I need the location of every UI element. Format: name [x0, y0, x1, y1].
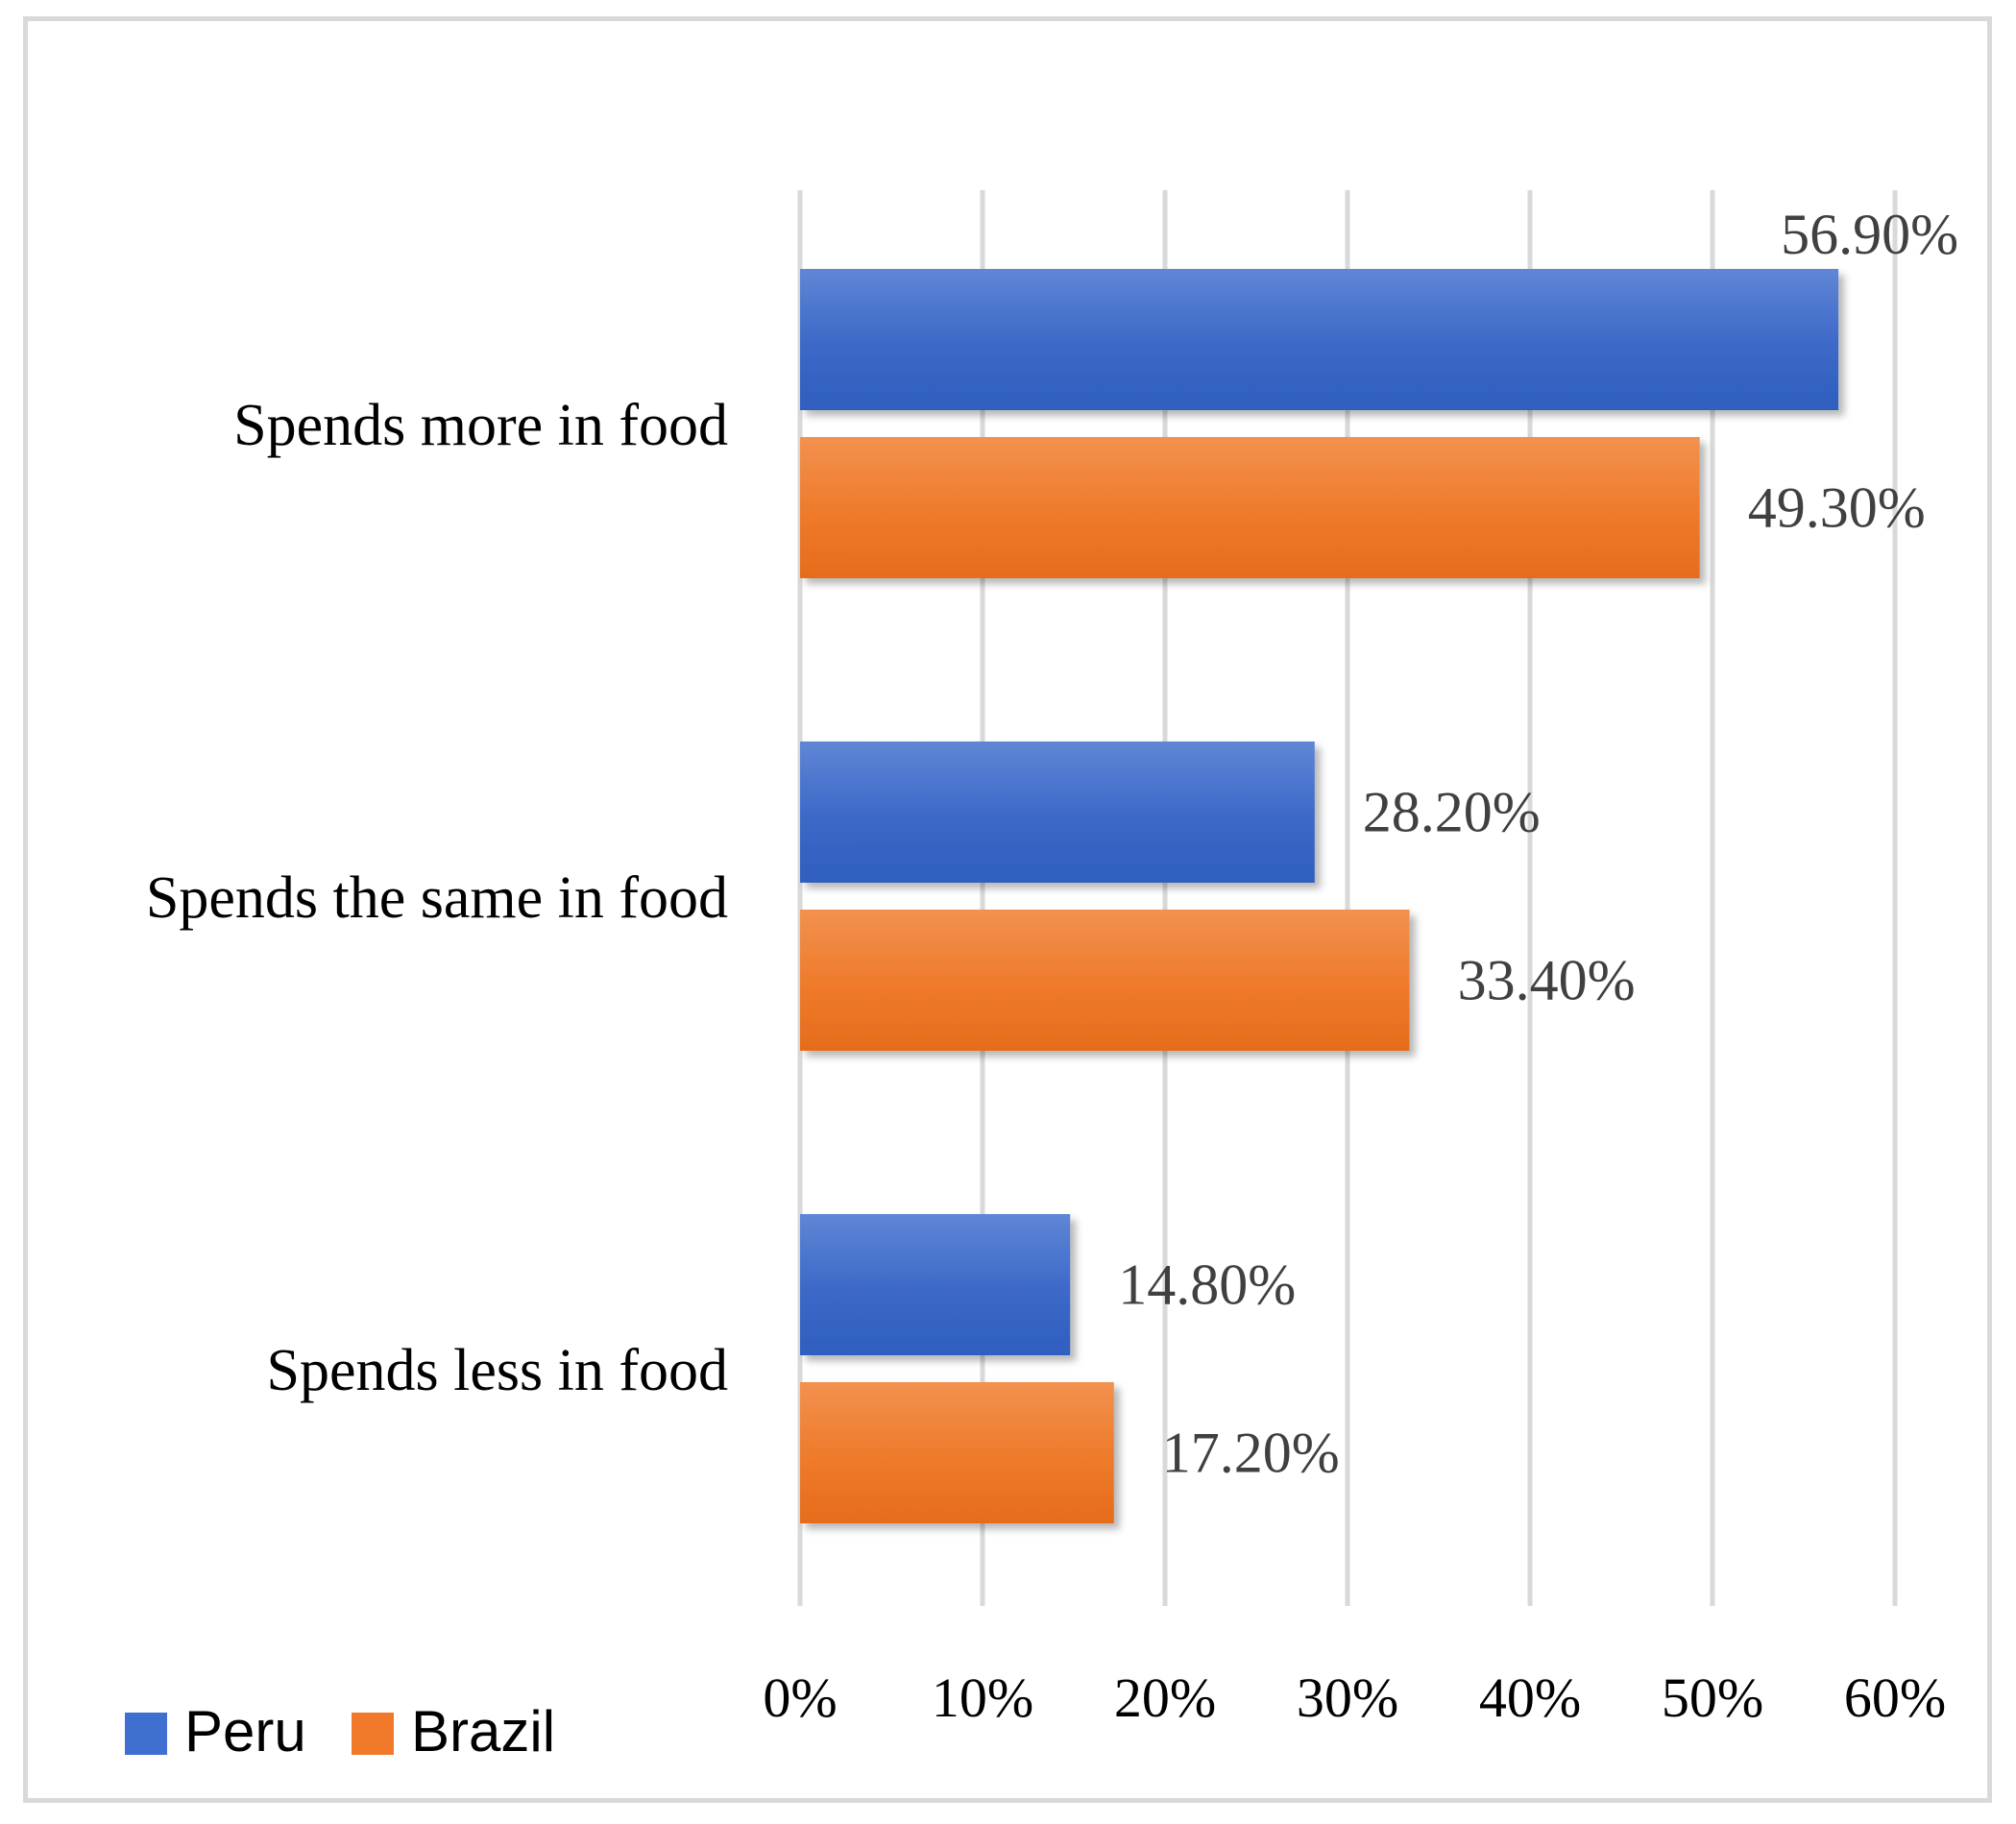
bar-peru [800, 269, 1839, 410]
category-label: Spends less in food [267, 1338, 729, 1403]
data-label-peru: 28.20% [1363, 781, 1541, 844]
category-label: Spends the same in food [146, 865, 728, 931]
tick-label: 40% [1479, 1666, 1581, 1729]
bar-brazil [800, 1382, 1114, 1523]
data-labels: 56.90% 28.20% 14.80% 49.30% 33.40% 17.20% [1118, 203, 1958, 1485]
x-axis-tick-labels: 0% 10% 20% 30% 40% 50% 60% [763, 1666, 1946, 1729]
bar-brazil [800, 910, 1410, 1051]
bar-peru [800, 1214, 1071, 1355]
bar-peru [800, 742, 1315, 883]
data-label-brazil: 49.30% [1748, 476, 1926, 540]
tick-label: 0% [763, 1666, 837, 1729]
category-labels: Spends more in food Spends the same in fo… [146, 393, 728, 1403]
data-label-peru: 56.90% [1781, 203, 1958, 266]
data-label-brazil: 17.20% [1162, 1422, 1340, 1485]
legend-swatch-peru [125, 1713, 167, 1755]
bar-brazil [800, 437, 1700, 578]
tick-label: 10% [932, 1666, 1033, 1729]
legend-swatch-brazil [352, 1713, 394, 1755]
data-label-peru: 14.80% [1118, 1253, 1296, 1317]
data-label-brazil: 33.40% [1458, 949, 1636, 1012]
legend-label-brazil: Brazil [411, 1699, 555, 1763]
tick-label: 20% [1114, 1666, 1216, 1729]
tick-label: 30% [1297, 1666, 1398, 1729]
gridlines [797, 190, 1898, 1606]
legend-label-peru: Peru [184, 1699, 306, 1763]
bars [800, 269, 1839, 1523]
tick-label: 60% [1844, 1666, 1946, 1729]
category-label: Spends more in food [233, 393, 728, 458]
tick-label: 50% [1662, 1666, 1763, 1729]
legend: Peru Brazil [125, 1699, 555, 1763]
